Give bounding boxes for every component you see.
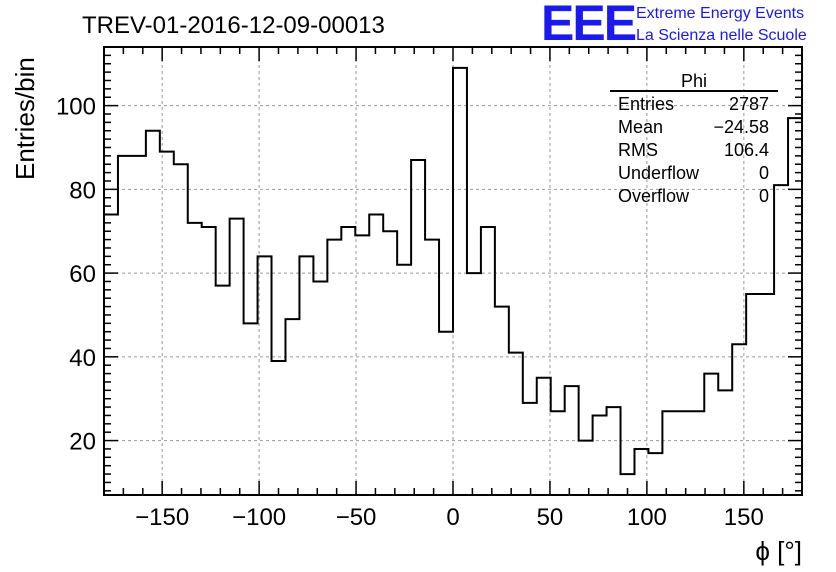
y-tick-label-1: 40 bbox=[69, 345, 96, 372]
x-tick-label-2: −50 bbox=[336, 504, 377, 531]
chart-title: TREV-01-2016-12-09-00013 bbox=[82, 12, 385, 39]
histogram-bin-12 bbox=[272, 361, 286, 495]
histogram-bin-14 bbox=[299, 256, 313, 495]
histogram-bin-21 bbox=[397, 265, 411, 495]
histogram-bin-44 bbox=[718, 390, 732, 495]
histogram-bin-28 bbox=[495, 307, 509, 495]
stats-label-overflow: Overflow bbox=[618, 186, 690, 206]
stats-value-underflow: 0 bbox=[759, 163, 769, 183]
y-tick-label-0: 20 bbox=[69, 429, 96, 456]
histogram-bin-29 bbox=[509, 353, 523, 495]
x-tick-label-6: 150 bbox=[724, 504, 764, 531]
stats-value-rms: 106.4 bbox=[724, 140, 769, 160]
histogram-bin-25 bbox=[453, 68, 467, 495]
y-axis-title: Entries/bin bbox=[10, 57, 40, 180]
histogram-bin-41 bbox=[676, 411, 690, 495]
histogram-bin-16 bbox=[327, 240, 341, 495]
histogram-bin-18 bbox=[355, 235, 369, 495]
histogram-bin-5 bbox=[174, 164, 188, 495]
histogram-bin-10 bbox=[244, 323, 258, 495]
histogram-outline bbox=[104, 66, 802, 476]
y-tick-label-4: 100 bbox=[56, 94, 96, 121]
stats-value-overflow: 0 bbox=[759, 186, 769, 206]
histogram-bin-40 bbox=[662, 411, 676, 495]
histogram-bin-39 bbox=[648, 453, 662, 495]
stats-value-entries: 2787 bbox=[729, 94, 769, 114]
stats-label-rms: RMS bbox=[618, 140, 658, 160]
histogram-bin-46 bbox=[746, 294, 760, 495]
histogram-bin-36 bbox=[607, 407, 621, 495]
x-tick-labels: −150 −100 −50 0 50 100 150 bbox=[135, 504, 764, 531]
histogram-bin-11 bbox=[258, 256, 272, 495]
histogram-bin-26 bbox=[467, 273, 481, 495]
eee-logo: EEE Extreme Energy Events La Scienza nel… bbox=[541, 0, 807, 51]
logo-line-2: La Scienza nelle Scuole bbox=[636, 27, 807, 44]
stats-label-mean: Mean bbox=[618, 117, 663, 137]
histogram-bin-35 bbox=[593, 415, 607, 495]
y-tick-label-2: 60 bbox=[69, 261, 96, 288]
x-tick-label-0: −150 bbox=[135, 504, 189, 531]
stats-label-entries: Entries bbox=[618, 94, 674, 114]
stats-label-underflow: Underflow bbox=[618, 163, 700, 183]
histogram-bin-4 bbox=[160, 152, 174, 495]
x-tick-label-4: 50 bbox=[537, 504, 564, 531]
y-tick-labels: 20 40 60 80 100 bbox=[56, 94, 96, 456]
histogram-bin-24 bbox=[439, 332, 453, 495]
histogram-bin-9 bbox=[230, 219, 244, 495]
histogram-bin-8 bbox=[216, 286, 230, 495]
histogram-bin-31 bbox=[537, 378, 551, 495]
histogram-bin-15 bbox=[313, 281, 327, 495]
x-axis-title: ϕ [°] bbox=[755, 536, 802, 566]
histogram-bin-23 bbox=[425, 240, 439, 495]
histogram-bin-32 bbox=[551, 411, 565, 495]
x-tick-label-3: 0 bbox=[446, 504, 459, 531]
histogram-bin-13 bbox=[285, 319, 299, 495]
histogram-bin-17 bbox=[341, 227, 355, 495]
histogram-bin-6 bbox=[188, 223, 202, 495]
histogram-bin-7 bbox=[202, 227, 216, 495]
x-tick-label-1: −100 bbox=[232, 504, 286, 531]
histogram-bin-48 bbox=[774, 185, 788, 495]
logo-mark: EEE bbox=[541, 0, 636, 51]
histogram-bin-47 bbox=[760, 294, 774, 495]
histogram-bin-20 bbox=[383, 231, 397, 495]
axis-ticks bbox=[103, 46, 803, 495]
histogram-bin-45 bbox=[732, 344, 746, 495]
histogram-bin-43 bbox=[704, 374, 718, 495]
histogram-bin-1 bbox=[118, 156, 132, 495]
histogram-bin-27 bbox=[481, 227, 495, 495]
histogram-bin-22 bbox=[411, 160, 425, 495]
stats-title: Phi bbox=[681, 71, 707, 91]
y-tick-label-3: 80 bbox=[69, 177, 96, 204]
histogram-bin-30 bbox=[523, 403, 537, 495]
histogram-bin-19 bbox=[369, 214, 383, 495]
histogram-bin-42 bbox=[690, 411, 704, 495]
logo-line-1: Extreme Energy Events bbox=[636, 5, 804, 22]
histogram-bin-33 bbox=[565, 386, 579, 495]
histogram-bin-2 bbox=[132, 156, 146, 495]
stats-value-mean: −24.58 bbox=[713, 117, 769, 137]
histogram-bin-3 bbox=[146, 131, 160, 495]
x-tick-label-5: 100 bbox=[627, 504, 667, 531]
stats-box: Phi Entries 2787 Mean −24.58 RMS 106.4 U… bbox=[610, 71, 778, 206]
histogram-bin-34 bbox=[579, 441, 593, 495]
